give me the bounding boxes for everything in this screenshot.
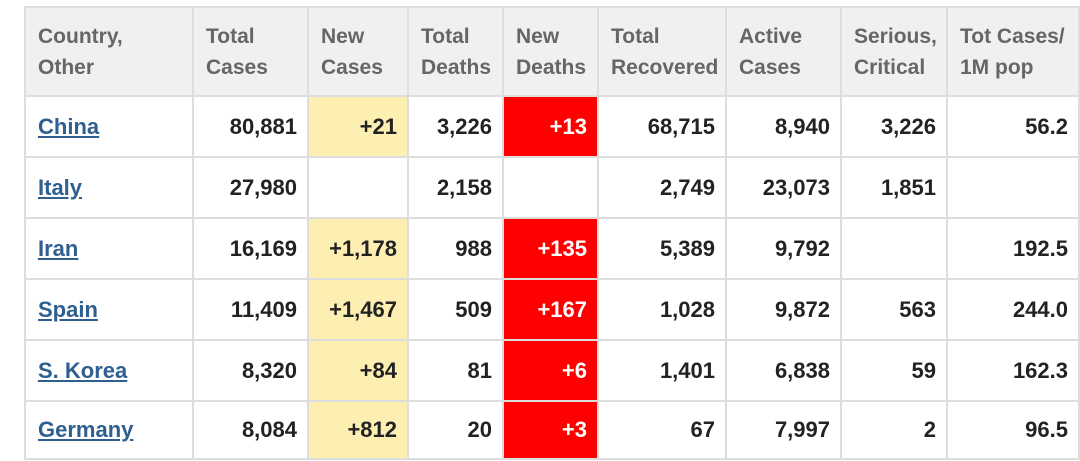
total-recovered-cell: 67 xyxy=(597,400,727,460)
new-cases-cell: +1,178 xyxy=(307,217,409,280)
country-link[interactable]: Italy xyxy=(38,174,83,200)
serious-critical-cell: 563 xyxy=(840,278,948,341)
stats-table-container: Country, Other Total Cases New Cases Total D… xyxy=(24,6,1080,460)
header-total-recovered[interactable]: Total Recovered xyxy=(597,6,727,97)
country-cell: Italy xyxy=(24,156,194,219)
total-cases-cell: 27,980 xyxy=(192,156,309,219)
country-link[interactable]: S. Korea xyxy=(38,357,128,383)
table-header: Country, Other Total Cases New Cases Total D… xyxy=(24,6,1080,97)
country-cell: Spain xyxy=(24,278,194,341)
total-recovered-cell: 2,749 xyxy=(597,156,727,219)
header-line: Country, xyxy=(38,24,123,48)
header-total-deaths[interactable]: Total Deaths xyxy=(407,6,504,97)
new-cases-cell: +1,467 xyxy=(307,278,409,341)
total-recovered-cell: 1,401 xyxy=(597,339,727,402)
header-line: Cases xyxy=(321,55,383,79)
new-cases-cell: +812 xyxy=(307,400,409,460)
cases-per-million-cell xyxy=(946,156,1080,219)
header-active-cases[interactable]: Active Cases xyxy=(725,6,842,97)
country-cell: China xyxy=(24,95,194,158)
header-line: Cases xyxy=(206,55,268,79)
header-line: 1M pop xyxy=(960,55,1034,79)
total-cases-cell: 8,320 xyxy=(192,339,309,402)
country-link[interactable]: Spain xyxy=(38,296,98,322)
new-deaths-cell: +135 xyxy=(502,217,599,280)
total-cases-cell: 11,409 xyxy=(192,278,309,341)
new-cases-cell xyxy=(307,156,409,219)
header-line: Deaths xyxy=(421,55,492,79)
serious-critical-cell: 59 xyxy=(840,339,948,402)
table-row: S. Korea 8,320 +84 81 +6 1,401 6,838 59 … xyxy=(24,339,1080,402)
serious-critical-cell: 1,851 xyxy=(840,156,948,219)
serious-critical-cell: 2 xyxy=(840,400,948,460)
table-row: Spain 11,409 +1,467 509 +167 1,028 9,872… xyxy=(24,278,1080,341)
table-row: Iran 16,169 +1,178 988 +135 5,389 9,792 … xyxy=(24,217,1080,280)
country-link[interactable]: China xyxy=(38,113,100,139)
header-line: Recovered xyxy=(611,55,719,79)
header-serious-critical[interactable]: Serious, Critical xyxy=(840,6,948,97)
total-deaths-cell: 509 xyxy=(407,278,504,341)
active-cases-cell: 9,792 xyxy=(725,217,842,280)
header-new-deaths[interactable]: New Deaths xyxy=(502,6,599,97)
total-deaths-cell: 20 xyxy=(407,400,504,460)
table-body: China 80,881 +21 3,226 +13 68,715 8,940 … xyxy=(24,95,1080,460)
new-deaths-cell: +3 xyxy=(502,400,599,460)
total-deaths-cell: 3,226 xyxy=(407,95,504,158)
cases-per-million-cell: 56.2 xyxy=(946,95,1080,158)
total-deaths-cell: 81 xyxy=(407,339,504,402)
new-cases-cell: +84 xyxy=(307,339,409,402)
header-line: New xyxy=(516,24,560,48)
header-line: Tot Cases/ xyxy=(960,24,1065,48)
header-line: Total xyxy=(421,24,470,48)
header-line: Active xyxy=(739,24,803,48)
cases-per-million-cell: 162.3 xyxy=(946,339,1080,402)
total-cases-cell: 16,169 xyxy=(192,217,309,280)
country-cell: Germany xyxy=(24,400,194,460)
active-cases-cell: 6,838 xyxy=(725,339,842,402)
header-line: Other xyxy=(38,55,95,79)
serious-critical-cell: 3,226 xyxy=(840,95,948,158)
table-row: Italy 27,980 2,158 2,749 23,073 1,851 xyxy=(24,156,1080,219)
cases-per-million-cell: 192.5 xyxy=(946,217,1080,280)
new-cases-cell: +21 xyxy=(307,95,409,158)
header-line: New xyxy=(321,24,365,48)
cases-per-million-cell: 96.5 xyxy=(946,400,1080,460)
total-cases-cell: 8,084 xyxy=(192,400,309,460)
country-cell: S. Korea xyxy=(24,339,194,402)
header-line: Total xyxy=(611,24,660,48)
header-line: Deaths xyxy=(516,55,587,79)
total-recovered-cell: 68,715 xyxy=(597,95,727,158)
total-deaths-cell: 2,158 xyxy=(407,156,504,219)
total-recovered-cell: 1,028 xyxy=(597,278,727,341)
active-cases-cell: 7,997 xyxy=(725,400,842,460)
new-deaths-cell: +167 xyxy=(502,278,599,341)
table-row: Germany 8,084 +812 20 +3 67 7,997 2 96.5 xyxy=(24,400,1080,460)
header-cases-per-million[interactable]: Tot Cases/1M pop xyxy=(946,6,1080,97)
total-recovered-cell: 5,389 xyxy=(597,217,727,280)
total-cases-cell: 80,881 xyxy=(192,95,309,158)
new-deaths-cell: +13 xyxy=(502,95,599,158)
header-line: Critical xyxy=(854,55,926,79)
header-row: Country, Other Total Cases New Cases Total D… xyxy=(24,6,1080,97)
new-deaths-cell: +6 xyxy=(502,339,599,402)
cases-per-million-cell: 244.0 xyxy=(946,278,1080,341)
country-cell: Iran xyxy=(24,217,194,280)
active-cases-cell: 8,940 xyxy=(725,95,842,158)
header-line: Serious, xyxy=(854,24,937,48)
header-line: Cases xyxy=(739,55,801,79)
header-line: Total xyxy=(206,24,255,48)
country-link[interactable]: Iran xyxy=(38,235,79,261)
new-deaths-cell xyxy=(502,156,599,219)
active-cases-cell: 9,872 xyxy=(725,278,842,341)
total-deaths-cell: 988 xyxy=(407,217,504,280)
country-link[interactable]: Germany xyxy=(38,417,134,442)
country-stats-table: Country, Other Total Cases New Cases Total D… xyxy=(24,6,1080,460)
table-row: China 80,881 +21 3,226 +13 68,715 8,940 … xyxy=(24,95,1080,158)
serious-critical-cell xyxy=(840,217,948,280)
active-cases-cell: 23,073 xyxy=(725,156,842,219)
header-total-cases[interactable]: Total Cases xyxy=(192,6,309,97)
header-country[interactable]: Country, Other xyxy=(24,6,194,97)
header-new-cases[interactable]: New Cases xyxy=(307,6,409,97)
